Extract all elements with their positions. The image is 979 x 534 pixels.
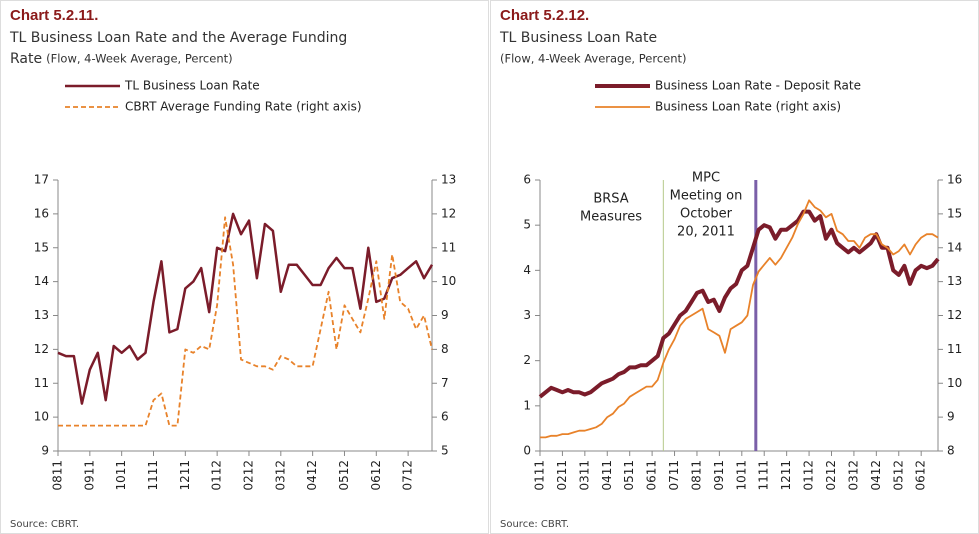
legend-label: TL Business Loan Rate <box>124 79 260 93</box>
annotation: Measures <box>580 210 642 225</box>
chart-title: Chart 5.2.11. <box>10 7 98 24</box>
annotation: 20, 2011 <box>677 225 735 240</box>
x-tick-label: 0312 <box>273 460 287 491</box>
annotation: Meeting on <box>670 189 743 204</box>
x-tick-label: 0212 <box>241 460 255 491</box>
y2-tick-label: 12 <box>947 308 962 322</box>
y-tick-label: 2 <box>523 353 531 367</box>
y2-tick-label: 16 <box>947 173 962 187</box>
x-tick-label: 0612 <box>914 460 928 491</box>
panel <box>0 0 489 534</box>
y-tick-label: 10 <box>34 410 49 424</box>
chart-title: Chart 5.2.12. <box>500 7 589 24</box>
x-tick-label: 0711 <box>667 460 681 491</box>
y2-tick-label: 10 <box>947 376 962 390</box>
y-tick-label: 6 <box>523 173 531 187</box>
annotation: MPC <box>692 171 720 186</box>
x-tick-label: 0312 <box>846 460 860 491</box>
x-tick-label: 0611 <box>645 460 659 491</box>
y2-tick-label: 9 <box>947 410 955 424</box>
chart-units: (Flow, 4-Week Average, Percent) <box>46 52 233 66</box>
legend-label: Business Loan Rate (right axis) <box>655 100 841 114</box>
x-tick-label: 1111 <box>757 460 771 491</box>
x-tick-label: 1211 <box>178 460 192 491</box>
y-tick-label: 5 <box>523 218 531 232</box>
x-tick-label: 0112 <box>210 460 224 491</box>
x-tick-label: 0811 <box>689 460 703 491</box>
x-tick-label: 1011 <box>114 460 128 491</box>
x-tick-label: 0211 <box>555 460 569 491</box>
chart-subtitle: TL Business Loan Rate and the Average Fu… <box>9 30 347 46</box>
y2-tick-label: 8 <box>947 444 955 458</box>
series-line <box>538 209 940 399</box>
series-line <box>58 216 433 427</box>
y-tick-label: 16 <box>34 206 49 220</box>
x-tick-label: 0311 <box>577 460 591 491</box>
x-tick-label: 0212 <box>824 460 838 491</box>
x-tick-label: 0511 <box>622 460 636 491</box>
x-tick-label: 1011 <box>734 460 748 491</box>
y2-tick-label: 15 <box>947 206 962 220</box>
y-tick-label: 11 <box>34 376 49 390</box>
x-tick-label: 1111 <box>146 460 160 491</box>
x-tick-label: 1211 <box>779 460 793 491</box>
source: Source: CBRT. <box>500 519 569 530</box>
y2-tick-label: 14 <box>947 240 962 254</box>
y-tick-label: 4 <box>523 263 531 277</box>
y-tick-label: 1 <box>523 398 531 412</box>
source: Source: CBRT. <box>10 519 79 530</box>
x-tick-label: 0512 <box>337 460 351 491</box>
y-tick-label: 3 <box>523 308 531 322</box>
x-tick-label: 0512 <box>891 460 905 491</box>
y-tick-label: 14 <box>34 274 49 288</box>
x-tick-label: 0412 <box>869 460 883 491</box>
legend-label: Business Loan Rate - Deposit Rate <box>655 79 861 93</box>
y2-tick-label: 9 <box>441 308 449 322</box>
y2-tick-label: 10 <box>441 274 456 288</box>
x-tick-label: 0412 <box>305 460 319 491</box>
chart-units: (Flow, 4-Week Average, Percent) <box>500 52 687 66</box>
series-line <box>57 212 434 405</box>
y-tick-label: 12 <box>34 342 49 356</box>
x-tick-label: 0911 <box>82 460 96 491</box>
y-tick-label: 15 <box>34 240 49 254</box>
y-tick-label: 0 <box>523 444 531 458</box>
y-tick-label: 13 <box>34 308 49 322</box>
y2-tick-label: 13 <box>947 274 962 288</box>
y2-tick-label: 7 <box>441 376 449 390</box>
x-tick-label: 0811 <box>51 460 65 491</box>
y-tick-label: 17 <box>34 173 49 187</box>
y-tick-label: 9 <box>41 444 49 458</box>
annotation: October <box>680 207 733 222</box>
x-tick-label: 0112 <box>802 460 816 491</box>
y2-tick-label: 11 <box>441 240 456 254</box>
y2-tick-label: 12 <box>441 206 456 220</box>
y2-tick-label: 5 <box>441 444 449 458</box>
panel <box>490 0 979 534</box>
series-line <box>540 199 939 439</box>
x-tick-label: 0911 <box>712 460 726 491</box>
y2-tick-label: 6 <box>441 410 449 424</box>
chart-subtitle: TL Business Loan Rate <box>499 30 657 46</box>
legend-label: CBRT Average Funding Rate (right axis) <box>125 100 362 114</box>
y2-tick-label: 13 <box>441 173 456 187</box>
chart-subtitle: Rate <box>10 51 42 67</box>
annotation: BRSA <box>593 192 628 207</box>
x-tick-label: 0111 <box>533 460 547 491</box>
y2-tick-label: 8 <box>441 342 449 356</box>
x-tick-label: 0612 <box>369 460 383 491</box>
x-tick-label: 0712 <box>401 460 415 491</box>
y2-tick-label: 11 <box>947 342 962 356</box>
x-tick-label: 0411 <box>600 460 614 491</box>
